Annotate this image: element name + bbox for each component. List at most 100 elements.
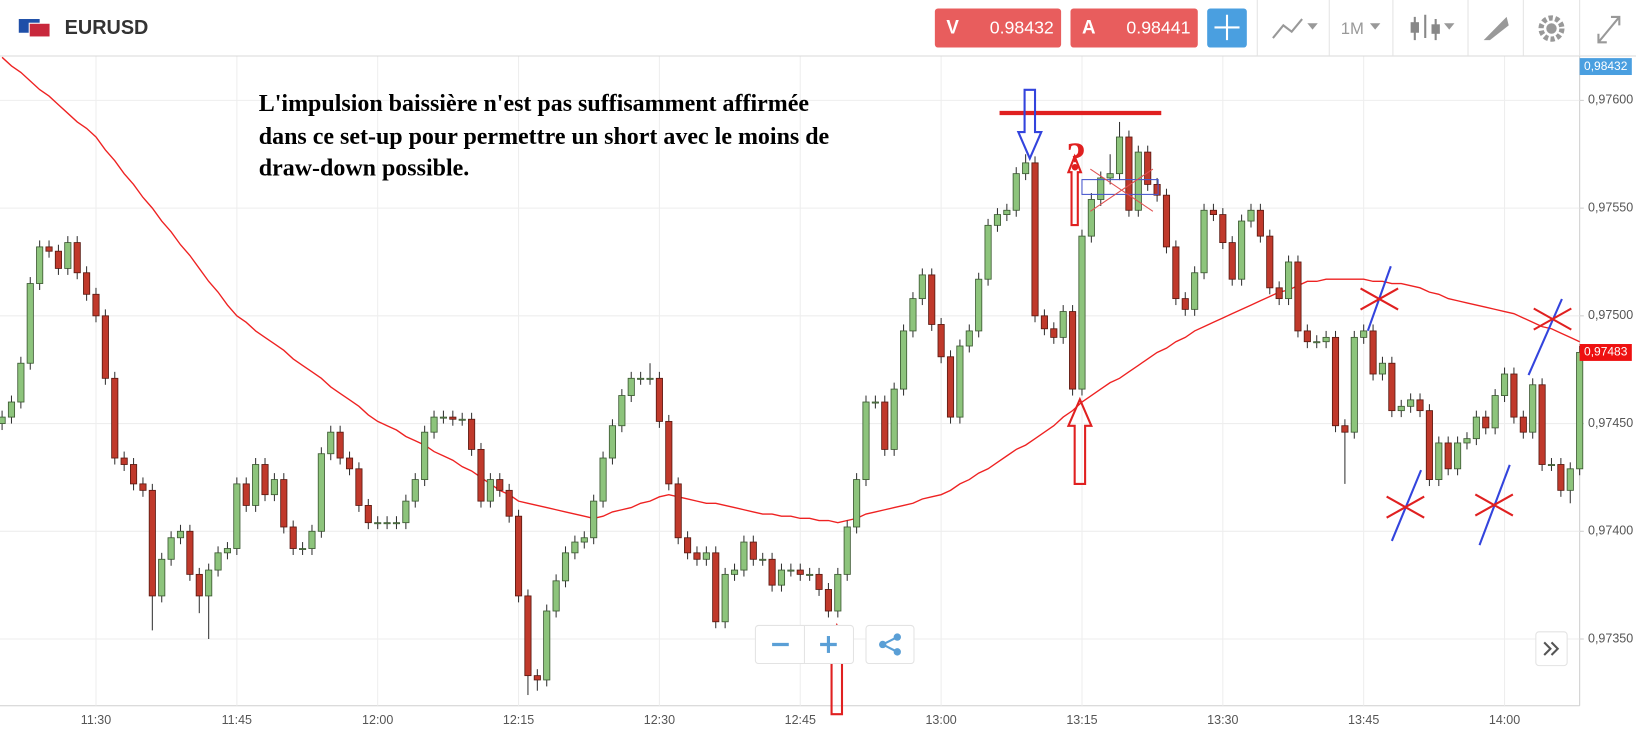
candle-body [1181,298,1189,310]
candle-body [1463,438,1471,444]
candle-body [1576,352,1584,470]
up-arrow [1066,396,1093,485]
candle-body [111,377,119,459]
candle-body [308,530,316,549]
candle-body [439,416,447,419]
candle-body [693,552,701,560]
candle-body [1407,399,1415,407]
candle-body [1050,328,1058,338]
candle-body [1238,220,1246,280]
candle-body [543,610,551,681]
candle-body [1266,235,1274,289]
candle-body [552,580,560,612]
candle-body [1219,214,1227,244]
cross [1360,287,1399,311]
candle-body [1425,410,1433,481]
candle-body [759,558,767,561]
candle-body [186,530,194,575]
candle-body [374,522,382,525]
candle-body [1341,425,1349,433]
candle-body [1369,330,1377,375]
candle-body [280,479,288,528]
flag-us [28,22,51,38]
candle-body [214,552,222,571]
candle-body [92,293,100,317]
header-bg [0,0,1636,56]
candle-body [1566,468,1574,491]
candle-body [571,541,579,554]
x-tick-label: 12:45 [785,713,816,727]
candle-body [1172,246,1180,300]
y-tick-label: 0,97550 [1588,200,1633,214]
candle-body [1331,336,1340,427]
y-tick-label: 0,97600 [1588,93,1633,107]
candle-body [768,558,776,586]
candle-body [83,272,91,295]
candle-body [684,537,692,554]
candle-body [1106,173,1114,179]
candle-body [1472,416,1480,440]
candle-body [421,431,429,481]
candle-body [730,569,739,575]
candle-body [1388,362,1396,412]
x-tick-label: 13:30 [1207,713,1238,727]
candle-body [515,515,523,597]
candle-body [1350,336,1358,433]
buy-button[interactable] [1070,8,1198,48]
candle-body [242,483,250,506]
timeframe[interactable]: 1M [1341,19,1364,38]
candle-body [900,330,908,390]
candle-body [1031,162,1039,317]
candle-body [1087,199,1095,237]
y-tick-label: 0,97350 [1588,631,1633,645]
candle-body [477,448,485,502]
candle-body [975,278,983,332]
x-tick-label: 12:00 [362,713,393,727]
collapse-icon[interactable] [1597,15,1621,44]
candle-body [627,377,635,396]
cross [1474,493,1514,517]
sell-button[interactable] [934,8,1062,48]
candle-body [1003,209,1011,216]
candle-body [655,377,663,422]
candle-body [1125,136,1133,211]
candle-body [533,675,541,681]
ask-tag-label: 0,98432 [1584,59,1628,73]
settings-icon [1546,23,1557,34]
annotation-line: draw-down possible. [259,155,469,182]
candle-body [777,569,786,586]
candle-body [402,500,410,524]
candle-body [317,453,325,532]
candle-body [853,479,861,528]
draw-icon[interactable] [1483,16,1509,41]
candle-body [383,522,391,525]
settings-icon[interactable] [1538,15,1565,42]
candle-body [336,431,344,459]
chart-type-icon[interactable] [1272,18,1303,39]
dropdown [1369,23,1381,30]
candle-body [120,457,128,465]
share-button[interactable] [865,624,915,665]
candle-body [0,416,6,424]
candle-body [7,401,16,418]
candle-body [1500,373,1509,396]
candle-body [252,464,260,506]
candle-body [1247,209,1255,222]
candle-body [618,395,626,427]
candle-body [1209,209,1217,216]
candle-body [364,505,372,524]
candle-body [223,548,232,554]
candle-body [1313,341,1321,344]
candle-body [1022,162,1030,175]
candle-body [796,569,804,575]
candle-body [1040,315,1048,330]
candle-body [458,418,466,421]
candle-body [289,526,297,549]
candle-body [1012,173,1020,211]
candle-body [1538,384,1546,465]
candle-body [749,541,757,560]
candle-body [815,573,823,590]
trend-line [1527,298,1563,376]
last-price-label: 0,97483 [1584,345,1628,359]
candle-body [1397,405,1405,412]
